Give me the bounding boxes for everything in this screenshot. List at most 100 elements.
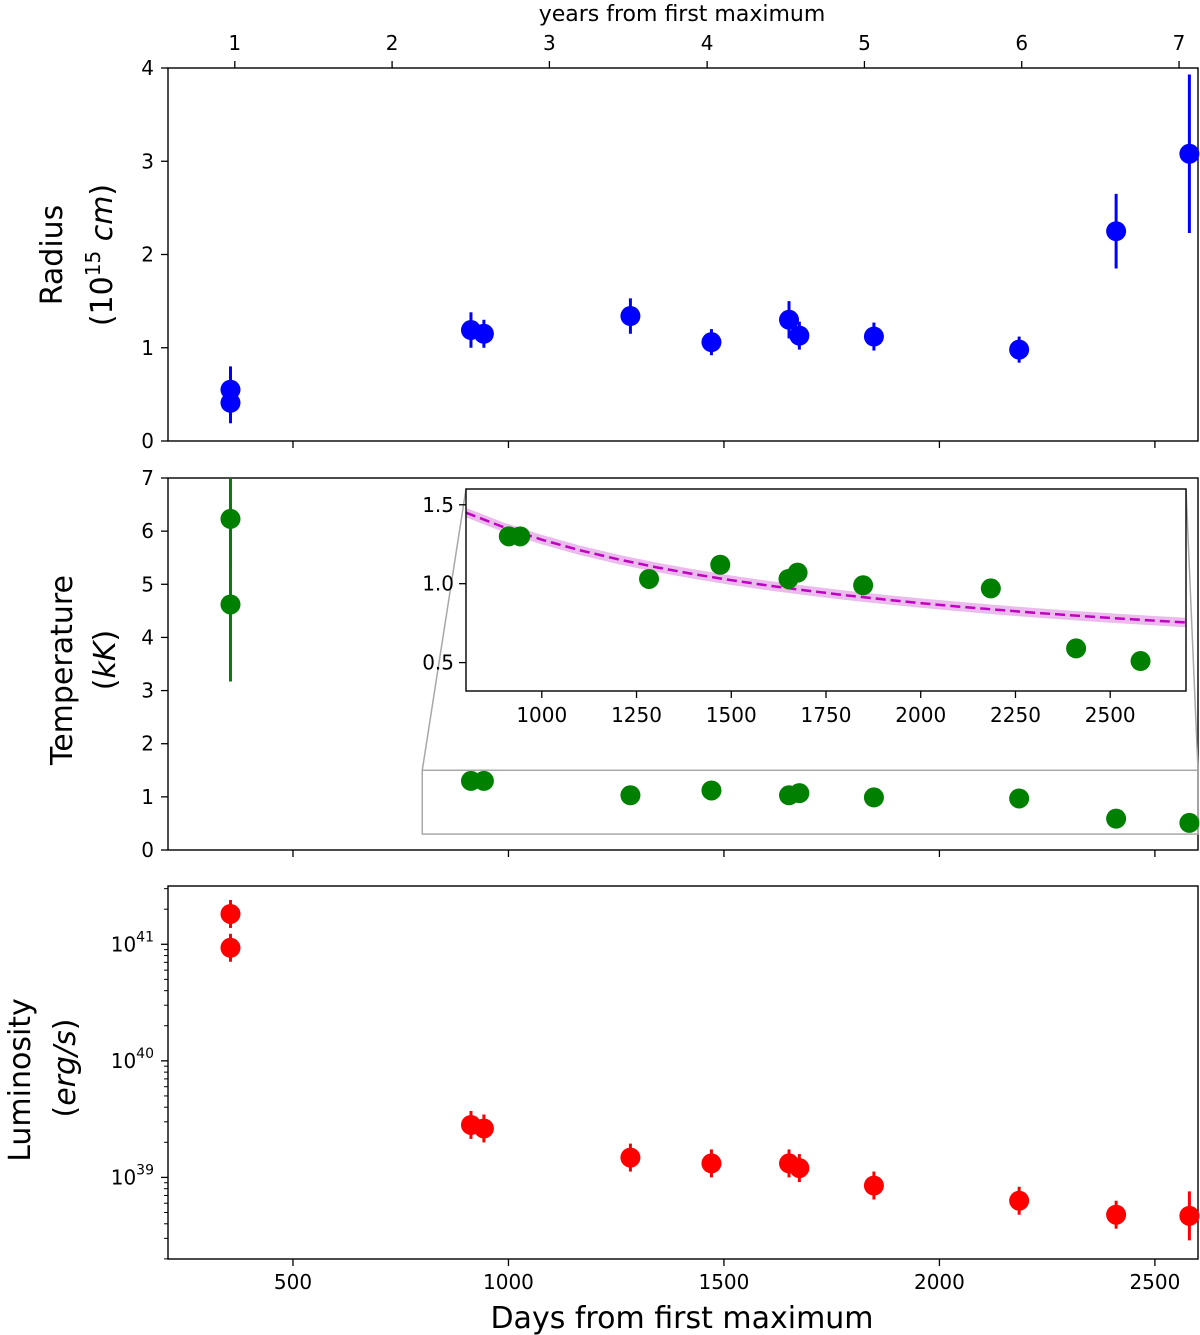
top-tick-label: 4 [701,31,714,55]
inset-x-tick-label: 2250 [990,703,1041,727]
radius-point [1106,221,1127,242]
luminosity-point [863,1175,884,1196]
radius-ylabel-prefix: (10 [85,276,120,326]
inset-x-tick-label: 1000 [516,703,567,727]
luminosity-point [789,1158,810,1179]
temperature-point [473,770,494,791]
x-axis-title: Days from first maximum [490,1301,873,1335]
top-tick-label: 5 [858,31,871,55]
radius-y-tick-label: 4 [141,56,154,80]
radius-point [789,325,810,346]
top-tick-label: 6 [1015,31,1028,55]
temperature-point [1106,808,1127,829]
temperature-ylabel-line1: Temperature [45,575,80,766]
top-axis-title: years from first maximum [539,2,826,27]
temperature-point [220,594,241,615]
luminosity-point [1009,1190,1030,1211]
temperature-y-tick-label: 7 [141,466,154,490]
luminosity-ylabel-line1: Luminosity [3,998,38,1162]
inset-temperature-point [710,554,731,575]
inset-y-tick-label: 0.5 [422,651,454,675]
temperature-y-tick-label: 1 [141,785,154,809]
luminosity-ylabel-prefix: ( [48,1106,83,1118]
temperature-point [620,785,641,806]
radius-y-tick-label: 1 [141,336,154,360]
temperature-ylabel-prefix: ( [88,679,123,691]
panel-luminosity: 1039 1040 1041 Luminosity (erg/s) 500 1000 1… [3,885,1200,1294]
radius-ylabel-line1: Radius [35,205,70,306]
temperature-ylabel-unit: kK [88,639,123,678]
luminosity-y-tick-label: 1041 [111,929,154,956]
inset-x-tick-label: 1250 [611,703,662,727]
top-tick-label: 7 [1173,31,1186,55]
top-tick-label: 2 [386,31,399,55]
top-tick-label: 3 [543,31,556,55]
luminosity-y-tick-label: 1040 [111,1046,154,1073]
temperature-inset: 1000 1250 1500 1750 2000 2250 2500 0.5 1.0 1.5 [422,488,1187,727]
inset-x-tick-label: 1500 [706,703,757,727]
inset-x-tick-label: 2000 [895,703,946,727]
luminosity-ylabel-unit: erg/s [48,1030,83,1106]
temperature-y-tick-label: 0 [141,838,154,862]
temperature-point [1179,812,1200,833]
inset-x-tick-label: 2500 [1085,703,1136,727]
x-tick-label: 1000 [483,1270,534,1294]
zoom-connector-right [1185,488,1199,771]
radius-point [620,306,641,327]
radius-y-tick-label: 3 [141,149,154,173]
inset-y-tick-label: 1.0 [422,572,454,596]
luminosity-point [220,903,241,924]
temperature-y-tick-label: 2 [141,732,154,756]
x-tick-label: 1500 [698,1270,749,1294]
luminosity-point [1106,1204,1127,1225]
zoom-connector-left [421,488,467,771]
luminosity-point [1179,1205,1200,1226]
temperature-point [220,508,241,529]
temperature-point [701,780,722,801]
radius-plot-frame [167,67,1199,442]
inset-x-tick-label: 1750 [801,703,852,727]
temperature-point [1009,788,1030,809]
inset-temperature-point [980,578,1001,599]
radius-point [701,332,722,353]
radius-point [779,309,800,330]
zoom-region-box [421,769,1199,835]
top-tick-label: 1 [228,31,241,55]
luminosity-point [220,937,241,958]
temperature-point [789,783,810,804]
inset-temperature-point [1130,651,1151,672]
radius-point [863,326,884,347]
luminosity-ylabel-line2: (erg/s) [48,1018,83,1117]
x-tick-label: 2500 [1129,1270,1180,1294]
radius-point [473,323,494,344]
temperature-ylabel-suffix: ) [88,630,123,642]
luminosity-ylabel-suffix: ) [48,1018,83,1030]
inset-temperature-point [787,562,808,583]
inset-temperature-point [510,526,531,547]
temperature-ylabel-line2: (kK) [88,630,123,690]
luminosity-plot-frame [167,885,1199,1260]
luminosity-point [620,1147,641,1168]
luminosity-point [701,1153,722,1174]
radius-ylabel-unit: cm [85,196,120,242]
luminosity-point [473,1118,494,1139]
temperature-plot-frame [167,477,1199,851]
luminosity-y-tick-label: 1039 [111,1162,154,1189]
x-tick-label: 500 [274,1270,312,1294]
inset-fit-band [466,507,1186,628]
inset-temperature-point [853,575,874,596]
radius-ylabel-exp: 15 [81,251,105,276]
radius-y-tick-label: 0 [141,429,154,453]
x-tick-label: 2000 [914,1270,965,1294]
radius-ylabel-suffix: ) [85,184,120,196]
radius-point [220,392,241,413]
temperature-y-tick-label: 6 [141,519,154,543]
radius-y-tick-label: 2 [141,243,154,267]
temperature-y-tick-label: 4 [141,625,154,649]
inset-temperature-point [639,568,660,589]
radius-point [1179,143,1200,164]
inset-fit-curve [465,511,1187,624]
radius-point [1009,339,1030,360]
inset-y-tick-label: 1.5 [422,493,454,517]
